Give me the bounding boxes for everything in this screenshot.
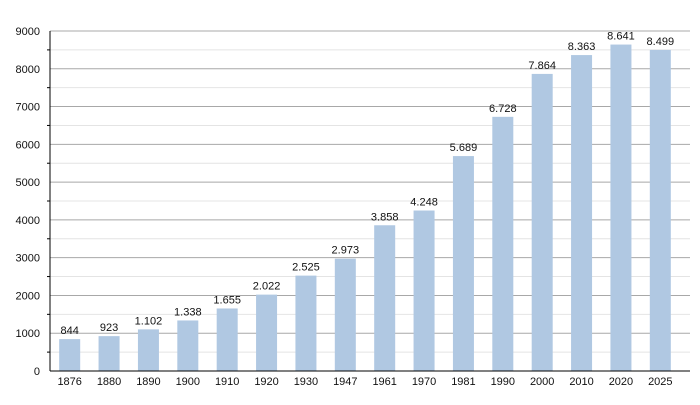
data-label: 5.689 [450,142,478,154]
bar [531,73,553,371]
x-tick-label: 2010 [569,376,593,388]
y-tick-label: 8000 [16,64,40,76]
data-label: 8.641 [607,31,635,43]
x-tick-label: 1947 [333,376,357,388]
y-tick-label: 1000 [16,328,40,340]
data-label: 8.363 [568,41,596,53]
y-tick-label: 0 [34,366,40,378]
bar [492,116,514,371]
bar [452,156,474,371]
data-label: 844 [61,325,79,337]
bar [59,339,81,371]
bar [98,336,120,371]
x-tick-label: 1961 [372,376,396,388]
x-tick-label: 1981 [451,376,475,388]
x-tick-label: 2025 [648,376,672,388]
data-label: 4.248 [410,197,438,209]
x-tick-label: 1990 [491,376,515,388]
y-tick-label: 6000 [16,139,40,151]
bar [571,55,593,371]
data-label: 8.499 [647,36,675,48]
x-tick-label: 2000 [530,376,554,388]
x-tick-label: 1880 [97,376,121,388]
bar [334,258,356,371]
data-label: 923 [100,322,118,334]
bar [216,308,238,371]
y-tick-label: 3000 [16,253,40,265]
x-tick-label: 1930 [294,376,318,388]
data-label: 1.102 [135,315,163,327]
bar [256,294,278,371]
bar [413,210,435,371]
data-label: 2.022 [253,281,281,293]
x-tick-label: 1910 [215,376,239,388]
y-tick-label: 7000 [16,102,40,114]
x-tick-label: 1970 [412,376,436,388]
bar [137,329,159,371]
y-tick-label: 9000 [16,26,40,38]
data-label: 2.525 [292,262,320,274]
x-tick-label: 2020 [609,376,633,388]
data-label: 6.728 [489,103,517,115]
data-label: 1.655 [213,294,241,306]
y-tick-label: 4000 [16,215,40,227]
data-label: 2.973 [332,245,360,257]
x-tick-label: 1890 [136,376,160,388]
data-label: 3.858 [371,211,399,223]
data-label: 7.864 [528,60,556,72]
bar [295,275,317,371]
bar [374,225,396,371]
y-tick-label: 2000 [16,290,40,302]
bar [177,320,199,371]
y-tick-label: 5000 [16,177,40,189]
x-tick-label: 1900 [176,376,200,388]
x-tick-label: 1920 [254,376,278,388]
bar [649,49,671,371]
x-tick-label: 1876 [57,376,81,388]
data-label: 1.338 [174,306,202,318]
bar [610,44,632,371]
